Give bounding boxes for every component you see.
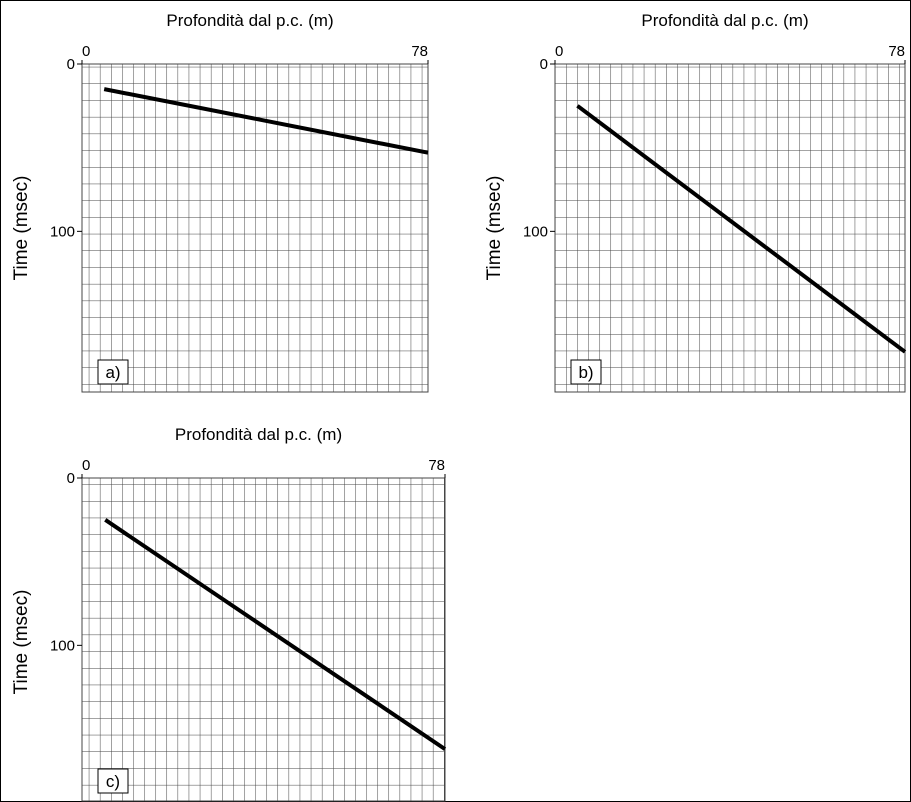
panel-label: b): [578, 363, 593, 382]
x-tick-label: 78: [888, 43, 905, 60]
first-arrival: [104, 518, 447, 751]
x-tick-label: 0: [82, 43, 90, 60]
y-tick-label: 100: [523, 223, 548, 240]
panel-label: a): [105, 363, 120, 382]
x-tick-label: 0: [82, 457, 90, 474]
x-tick-label: 0: [555, 43, 563, 60]
y-axis-label: Time (msec): [11, 176, 32, 281]
x-tick-label: 78: [411, 43, 428, 60]
trace-grid: [81, 63, 429, 393]
y-tick-label: 100: [50, 223, 75, 240]
panel-label-box: [97, 359, 129, 385]
panel-label-box: [97, 768, 129, 794]
first-arrival: [103, 87, 429, 155]
panel-label-box: [570, 359, 602, 385]
y-tick-label: 0: [540, 56, 548, 73]
panel-title: Profondità dal p.c. (m): [175, 425, 342, 444]
y-tick-label: 0: [67, 56, 75, 73]
trace-grid: [81, 477, 446, 802]
panel-title: Profondità dal p.c. (m): [166, 11, 333, 30]
trace-grid: [554, 63, 906, 393]
x-tick-label: 78: [428, 457, 445, 474]
y-axis-label: Time (msec): [484, 176, 505, 281]
panel-title: Profondità dal p.c. (m): [641, 11, 808, 30]
panel-label: c): [106, 772, 120, 791]
y-axis-label: Time (msec): [11, 590, 32, 695]
y-tick-label: 100: [50, 637, 75, 654]
first-arrival: [576, 104, 907, 354]
y-tick-label: 0: [67, 470, 75, 487]
